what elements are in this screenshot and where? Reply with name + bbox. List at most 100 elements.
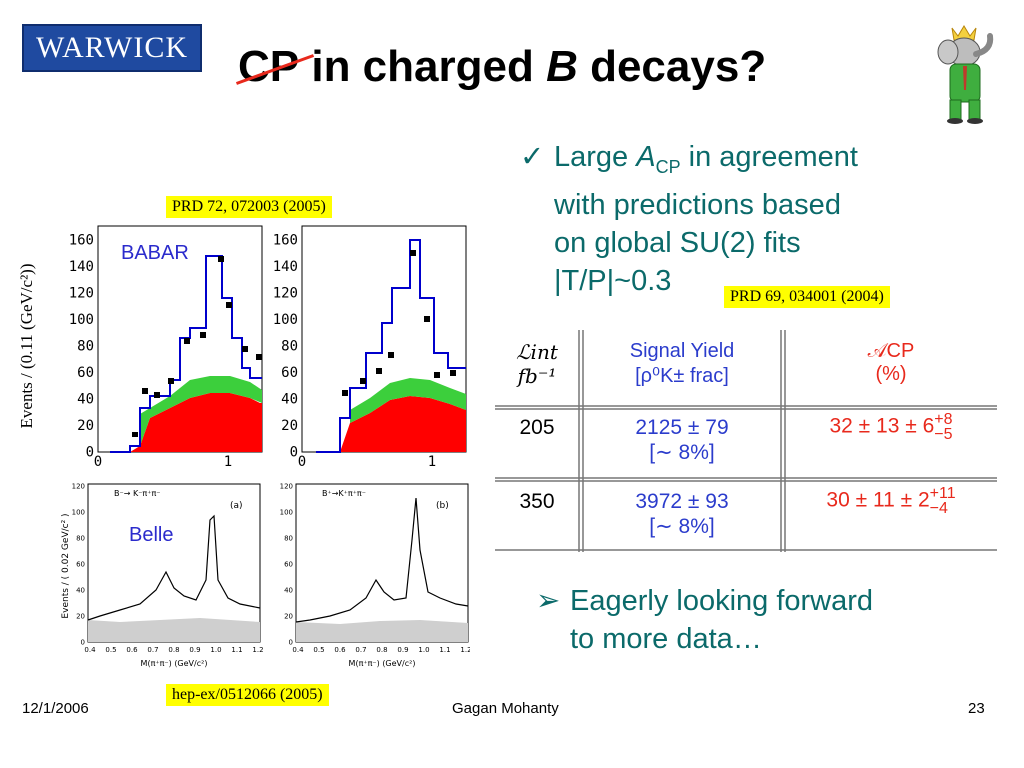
cell-yield-205: 2125 ± 79 [∼ 8%]	[635, 416, 729, 464]
tick-label: 1.0	[418, 646, 429, 654]
tick-label: 80	[76, 534, 85, 542]
footer-page-number: 23	[968, 700, 985, 717]
bullet-more-data: ➢ Eagerly looking forward to more data…	[536, 582, 1006, 658]
tick-label: 40	[284, 586, 293, 594]
th-signal-yield: Signal Yield [ρ⁰K± frac]	[629, 340, 735, 387]
tick-label: 60	[77, 365, 94, 381]
ref-theory: PRD 69, 034001 (2004)	[724, 286, 890, 308]
tick-label: 0.5	[105, 646, 116, 654]
th-acp: 𝒜CP (%)	[867, 340, 915, 385]
tick-label: 120	[72, 482, 85, 490]
tick-label: 120	[273, 286, 298, 302]
ref-babar: PRD 72, 072003 (2005)	[166, 196, 332, 218]
cell-acp-205: 32 ± 13 ± 6 +8 −5	[829, 411, 953, 443]
tick-label: 0.9	[397, 646, 408, 654]
tick-label: 20	[77, 418, 94, 434]
babar-plots: Events / (0.11 (GeV/c²)) 160140120100806…	[17, 225, 467, 468]
svg-text:(a): (a)	[230, 501, 243, 511]
tick-label: 0.6	[334, 646, 346, 654]
cell-lumi-350: 350	[519, 490, 555, 513]
tick-label: 120	[280, 482, 293, 490]
belle-a-xticks: 0.4 0.5 0.6 0.7 0.8 0.9 1.0 1.1 1.2	[84, 646, 263, 654]
tick-label: 60	[76, 560, 85, 568]
tick-label: 0.4	[84, 646, 96, 654]
slide-title: CP in charged B decays?	[235, 42, 767, 92]
belle-label: Belle	[126, 524, 177, 547]
tick-label: 1.0	[210, 646, 221, 654]
title-middle: in charged	[299, 42, 547, 91]
bullet1-line1: Large ACP in agreement	[554, 141, 858, 177]
svg-text:1: 1	[428, 454, 436, 468]
tick-label: 100	[280, 508, 293, 516]
tick-label: 0.4	[292, 646, 304, 654]
babar-label: BABAR	[118, 242, 192, 265]
tick-label: 100	[72, 508, 85, 516]
tick-label: 1.1	[231, 646, 242, 654]
tick-label: 100	[273, 312, 298, 328]
babar-panel-left: 160 140 120 100 80 60 40 20 0 0 1	[69, 225, 263, 468]
belle-b-yticks: 120 100 80 60 40 20 0	[280, 482, 293, 646]
tick-label: 20	[76, 612, 85, 620]
svg-text:(b): (b)	[436, 501, 449, 511]
arrow-bullet-icon: ➢	[536, 585, 561, 617]
tick-label: 60	[281, 365, 298, 381]
tick-label: 140	[69, 259, 94, 275]
bullet-acp-agreement: ✓ Large ACP in agreement with prediction…	[520, 138, 990, 300]
bullet1-line4: |T/P|~0.3	[554, 264, 672, 297]
tick-label: 1.2	[460, 646, 470, 654]
belle-a-yticks: 120 100 80 60 40 20 0	[72, 482, 85, 646]
tick-label: 0.9	[189, 646, 200, 654]
tick-label: 80	[281, 339, 298, 355]
tick-label: 120	[69, 286, 94, 302]
tick-label: 140	[273, 259, 298, 275]
tick-label: 40	[77, 392, 94, 408]
th-lumi: ℒint fb⁻¹	[516, 340, 558, 388]
cell-lumi-205: 205	[519, 416, 555, 439]
elephant-mascot-icon	[937, 25, 994, 124]
bullet1-line2: with predictions based	[554, 188, 841, 221]
tick-label: 0	[81, 638, 85, 646]
tick-label: 20	[284, 612, 293, 620]
tick-label: 0.8	[376, 646, 387, 654]
tick-label: 0.7	[355, 646, 366, 654]
tick-label: 40	[281, 392, 298, 408]
svg-text:M(π⁺π⁻) (GeV/c²): M(π⁺π⁻) (GeV/c²)	[141, 659, 208, 668]
cell-yield-350: 3972 ± 93 [∼ 8%]	[635, 490, 729, 538]
tick-label: 80	[284, 534, 293, 542]
tick-label: 20	[281, 418, 298, 434]
tick-label: 40	[76, 586, 85, 594]
babar-left-yticks: 160 140 120 100 80 60 40 20 0	[69, 233, 94, 461]
bullet1-line3: on global SU(2) fits	[554, 226, 801, 259]
svg-text:M(π⁺π⁻) (GeV/c²): M(π⁺π⁻) (GeV/c²)	[349, 659, 416, 668]
babar-left-points	[132, 256, 262, 437]
belle-b-xticks: 0.4 0.5 0.6 0.7 0.8 0.9 1.0 1.1 1.2	[292, 646, 470, 654]
svg-text:0: 0	[94, 454, 102, 468]
warwick-logo: WARWICK	[22, 24, 202, 72]
svg-text:B⁻→ K⁻π⁺π⁻: B⁻→ K⁻π⁺π⁻	[114, 489, 161, 498]
cell-acp-350: 30 ± 11 ± 2 +11 −4	[826, 485, 956, 517]
svg-text:1: 1	[224, 454, 232, 468]
tick-label: 0	[289, 638, 293, 646]
tick-label: 0.7	[147, 646, 158, 654]
svg-text:0: 0	[298, 454, 306, 468]
babar-right-points	[342, 250, 456, 396]
babar-ylabel: Events / (0.11 (GeV/c²))	[17, 264, 36, 429]
tick-label: 1.2	[252, 646, 263, 654]
checkmark-icon: ✓	[520, 141, 545, 173]
tick-label: 100	[69, 312, 94, 328]
babar-panel-right: 160 140 120 100 80 60 40 20 0 0 1	[273, 225, 467, 468]
belle-plots: Events / ( 0.02 GeV/c² ) 120 100 80 60 40 20 0…	[61, 482, 470, 668]
tick-label: 0	[290, 445, 298, 461]
svg-text:B⁺→K⁺π⁺π⁻: B⁺→K⁺π⁺π⁻	[322, 489, 366, 498]
bullet2-line1: Eagerly looking forward	[570, 585, 874, 617]
footer-date: 12/1/2006	[22, 700, 89, 717]
bullet2-line2: to more data…	[570, 623, 762, 655]
title-end: decays?	[577, 42, 767, 91]
tick-label: 0.6	[126, 646, 138, 654]
ref-belle: hep-ex/0512066 (2005)	[166, 684, 329, 706]
title-cp: CP	[235, 42, 315, 92]
tick-label: 160	[273, 233, 298, 249]
table-rules	[495, 330, 997, 552]
title-b: B	[546, 42, 578, 91]
